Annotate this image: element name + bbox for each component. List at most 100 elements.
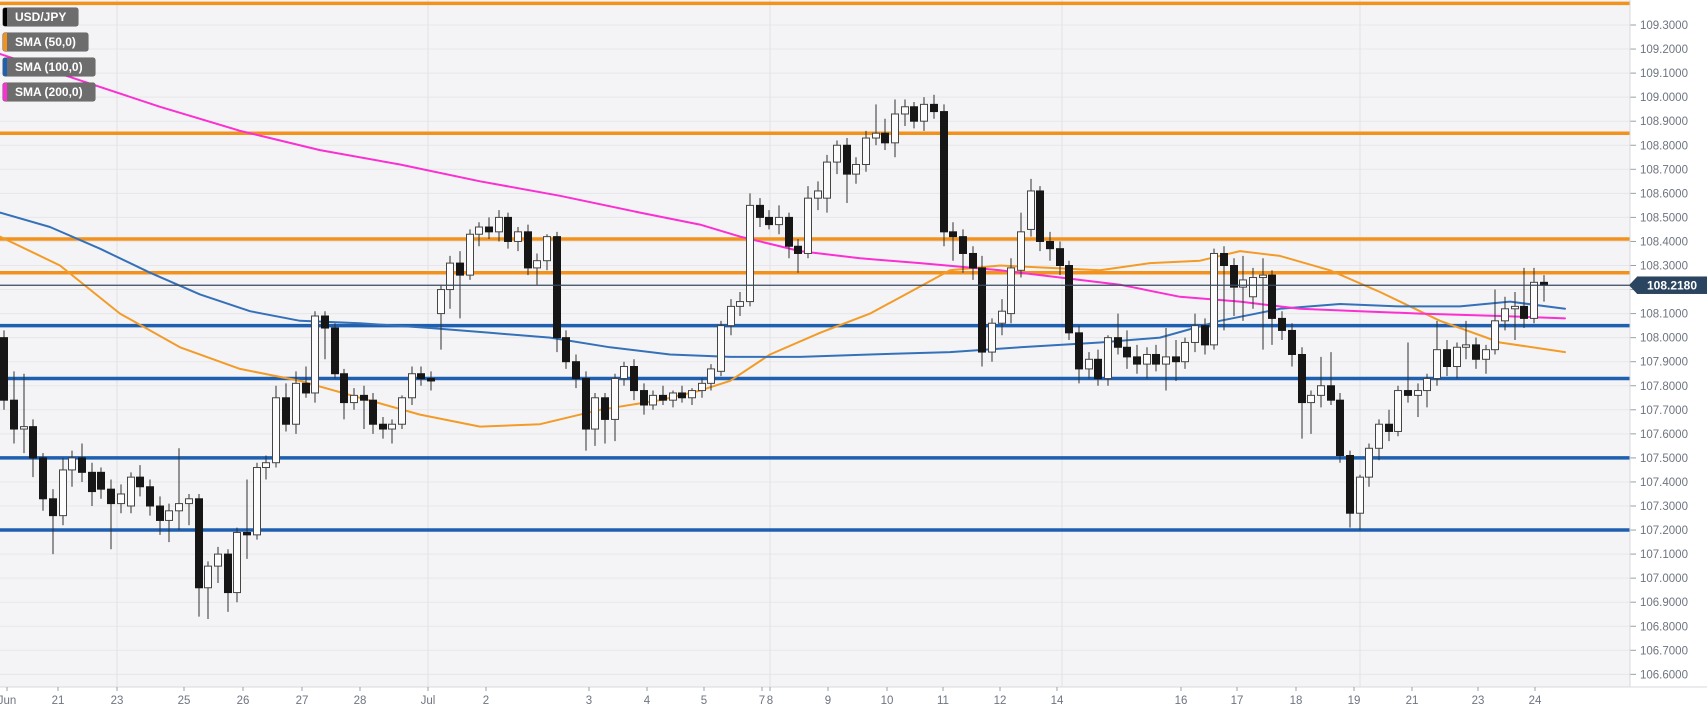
candle-body xyxy=(1336,399,1344,456)
candle xyxy=(127,472,135,514)
candle xyxy=(891,99,899,158)
candle-body xyxy=(514,231,522,242)
date-tick-label: 21 xyxy=(1406,695,1419,707)
date-tick-label: 10 xyxy=(881,695,894,707)
candle xyxy=(572,354,580,389)
candle xyxy=(959,229,967,273)
candle-body xyxy=(1520,305,1528,319)
candle-body xyxy=(1288,329,1296,355)
candle xyxy=(582,371,590,451)
candle-body xyxy=(620,366,628,380)
candle-body xyxy=(930,103,938,113)
candle-body xyxy=(165,510,173,521)
candle-body xyxy=(1075,332,1083,370)
candle-body xyxy=(1268,274,1276,319)
candle-body xyxy=(136,476,144,488)
candle-body xyxy=(292,382,300,425)
legend-item-sma50[interactable]: SMA (50,0) xyxy=(3,33,88,51)
price-axis[interactable]: 109.3000 109.2000 109.1000 109.0000 108.9000… xyxy=(1629,0,1688,687)
candle-body xyxy=(107,488,115,505)
candle xyxy=(331,323,339,379)
candle-body xyxy=(427,378,435,382)
candle xyxy=(1336,392,1344,463)
candle xyxy=(1346,450,1354,528)
date-tick-label: Jun xyxy=(0,695,16,707)
candle-body xyxy=(1482,349,1490,360)
candle-body xyxy=(843,144,851,175)
candle xyxy=(553,231,561,353)
candle xyxy=(243,479,251,559)
candle xyxy=(195,493,203,617)
candle xyxy=(649,390,657,410)
candle xyxy=(1007,258,1015,324)
candle-body xyxy=(1404,390,1412,396)
candle xyxy=(669,390,677,408)
candle xyxy=(630,359,638,401)
candle xyxy=(1065,260,1073,341)
candle-body xyxy=(185,498,193,505)
candle-body xyxy=(901,106,909,115)
price-tick-label: 106.8000 xyxy=(1640,621,1688,633)
legend-item-sma100[interactable]: SMA (100,0) xyxy=(3,58,95,76)
candle-body xyxy=(591,397,599,430)
candle xyxy=(156,496,164,535)
candle xyxy=(717,320,725,377)
candle xyxy=(591,392,599,446)
current-price-badge: 108.2180 xyxy=(1629,276,1707,294)
price-tick-label: 108.8000 xyxy=(1640,140,1688,152)
candle-body xyxy=(1414,390,1422,396)
candle xyxy=(1191,313,1199,353)
candle-body xyxy=(1385,423,1393,432)
candle-body xyxy=(1210,252,1218,346)
candle xyxy=(340,368,348,420)
candle-body xyxy=(417,373,425,380)
price-badge-box xyxy=(1637,276,1707,294)
candle-body xyxy=(195,498,203,589)
candle-body xyxy=(1094,358,1102,380)
candle-body xyxy=(1453,346,1461,368)
legend-item-symbol[interactable]: USD/JPY xyxy=(3,8,79,26)
candle-body xyxy=(823,161,831,199)
candle-body xyxy=(1423,378,1431,392)
candle-body xyxy=(20,426,28,430)
candle-body xyxy=(360,394,368,401)
candle-body xyxy=(1375,423,1383,449)
candle xyxy=(746,193,754,307)
candle xyxy=(910,101,918,129)
price-tick-label: 109.3000 xyxy=(1640,20,1688,32)
candle-body xyxy=(1346,454,1354,514)
candle xyxy=(1172,340,1180,381)
candle xyxy=(1085,352,1093,379)
date-tick-label: 23 xyxy=(111,695,124,707)
candle-body xyxy=(1220,252,1228,267)
candle xyxy=(214,546,222,583)
candle-body xyxy=(456,262,464,276)
date-tick-label: 8 xyxy=(767,695,773,707)
candle xyxy=(10,371,18,444)
legend-item-sma200[interactable]: SMA (200,0) xyxy=(3,83,95,101)
candle xyxy=(1394,385,1402,437)
candle-body xyxy=(775,216,783,226)
candle xyxy=(524,224,532,276)
candle xyxy=(562,330,570,369)
candle-body xyxy=(1065,265,1073,334)
date-tick-label: 17 xyxy=(1231,695,1244,707)
candle-body xyxy=(350,394,358,404)
sma-curve xyxy=(0,235,1566,428)
candle-body xyxy=(988,322,996,353)
candle-body xyxy=(117,493,125,505)
candle xyxy=(146,479,154,516)
price-tick-label: 106.7000 xyxy=(1640,645,1688,657)
candle-body xyxy=(243,531,251,536)
date-tick-label: 18 xyxy=(1290,695,1303,707)
date-axis[interactable]: Jun 21 23 25 26 27 28 Jul 2 3 4 5 7 8 9 10 11 12 14 16 17 18 1… xyxy=(0,686,1707,707)
candle-body xyxy=(765,216,773,226)
candle xyxy=(1104,335,1112,386)
candle-body xyxy=(998,310,1006,324)
plot-background[interactable] xyxy=(0,0,1630,687)
candle xyxy=(1423,373,1431,408)
candle xyxy=(1288,323,1296,367)
candle-body xyxy=(1085,358,1093,370)
candle-body xyxy=(1201,325,1209,346)
